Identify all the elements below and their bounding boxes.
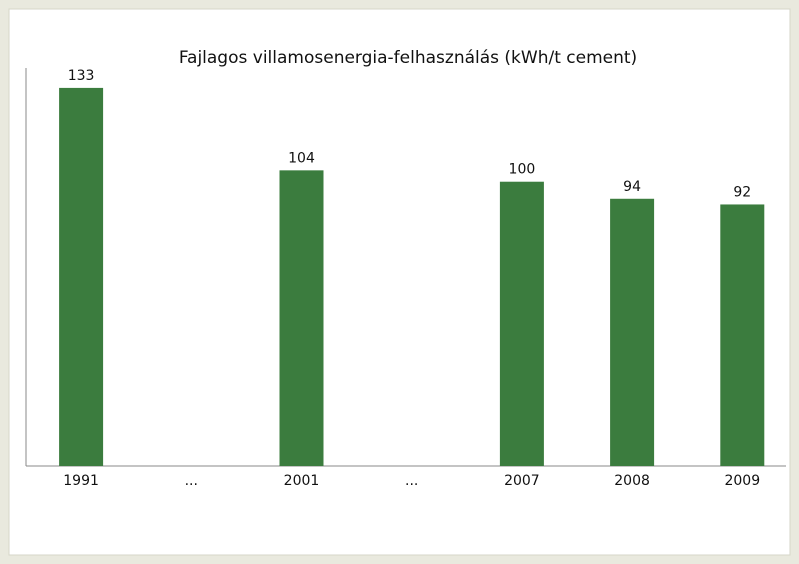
value-label: 92 xyxy=(733,184,751,200)
panel xyxy=(8,8,791,556)
value-label: 104 xyxy=(288,150,315,166)
value-label: 133 xyxy=(68,68,95,84)
bar xyxy=(499,181,544,466)
x-tick-label: 2008 xyxy=(614,473,650,489)
bar xyxy=(610,198,655,466)
x-tick-label: 2001 xyxy=(284,473,320,489)
x-tick-label: ... xyxy=(185,473,198,489)
value-label: 100 xyxy=(509,162,536,178)
x-tick-label: 2009 xyxy=(724,473,760,489)
x-tick-label: 2007 xyxy=(504,473,540,489)
value-label: 94 xyxy=(623,179,641,195)
bar xyxy=(59,87,104,467)
chart-title: Fajlagos villamosenergia-felhasználás (k… xyxy=(179,48,637,68)
x-tick-label: 1991 xyxy=(63,473,99,489)
bar xyxy=(720,204,765,466)
bar xyxy=(279,170,324,467)
x-tick-label: ... xyxy=(405,473,418,489)
